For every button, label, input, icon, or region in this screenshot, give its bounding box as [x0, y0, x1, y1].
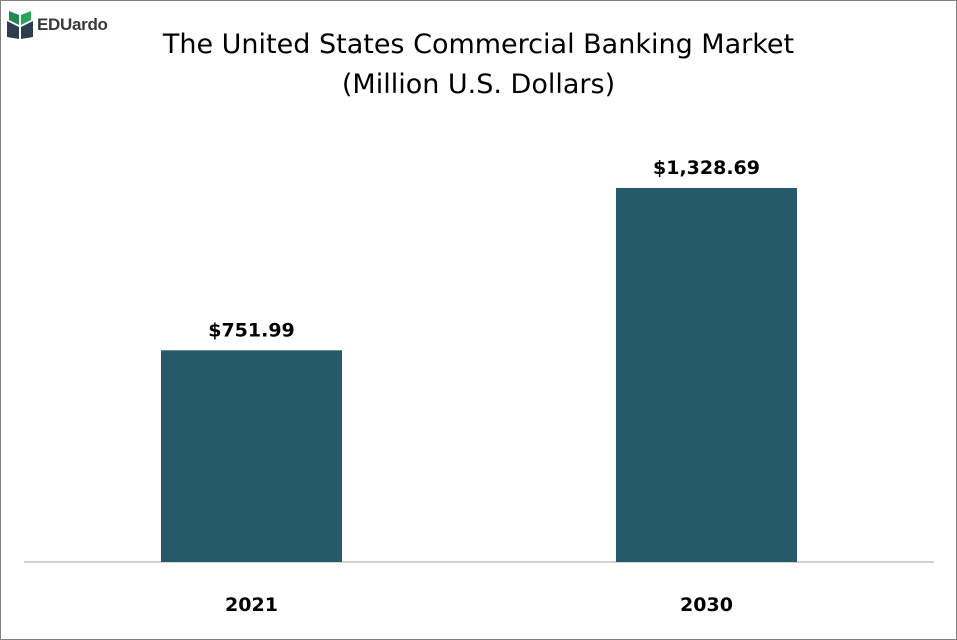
chart-subtitle: (Million U.S. Dollars)	[341, 69, 616, 100]
bar-2021	[161, 350, 342, 562]
logo: EDUardo	[5, 9, 108, 41]
data-label-2030: $1,328.69	[653, 157, 760, 179]
x-tick-label-2030: 2030	[680, 594, 733, 616]
book-logo-icon	[7, 11, 33, 39]
chart-title: The United States Commercial Banking Mar…	[162, 29, 795, 60]
chart-title-block: The United States Commercial Banking Mar…	[1, 25, 956, 105]
logo-text: EDUardo	[37, 15, 108, 34]
x-tick-label-2021: 2021	[225, 594, 278, 616]
bar-2030	[616, 188, 797, 562]
data-label-2021: $751.99	[208, 319, 295, 341]
